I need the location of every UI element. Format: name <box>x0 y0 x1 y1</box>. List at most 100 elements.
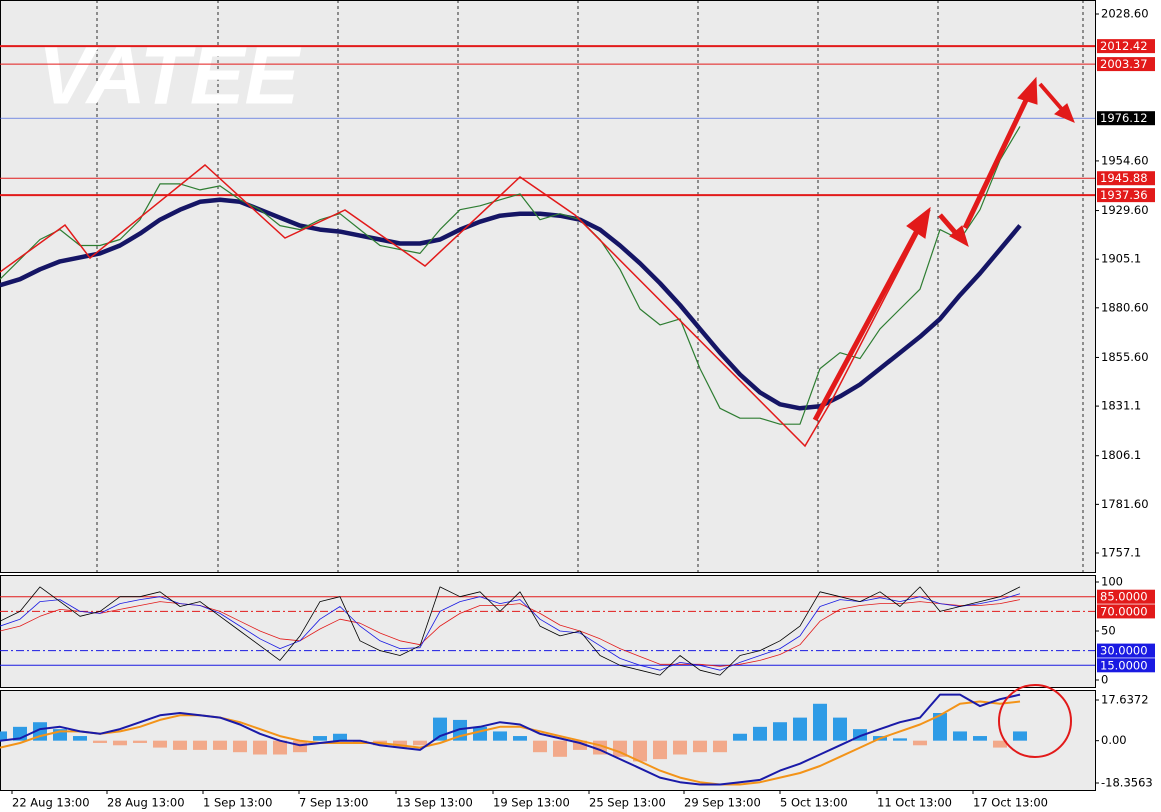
y-tick-label: 100 <box>1101 575 1123 589</box>
histogram-bar <box>673 740 687 755</box>
series-line <box>0 197 1022 411</box>
arrow-head <box>906 206 931 239</box>
plot: 2028.60 1954.60 1929.60 1905.1 1880.60 1855.6… <box>0 7 1155 810</box>
level-label-box <box>1097 658 1155 673</box>
y-tick-label: 1781.60 <box>1101 497 1149 511</box>
histogram-bar <box>553 740 567 757</box>
watermark: VATEE <box>38 31 302 122</box>
histogram-bar <box>973 736 987 741</box>
y-tick-label: 1855.60 <box>1101 350 1149 364</box>
level-label: 1937.36 <box>1100 188 1148 202</box>
histogram-bar <box>253 740 267 755</box>
y-tick-label: 17.6372 <box>1101 693 1149 707</box>
histogram-bar <box>813 703 827 741</box>
level-label: 1945.88 <box>1100 171 1148 185</box>
histogram-bar <box>753 726 767 741</box>
zigzag <box>0 164 931 448</box>
x-tick-label: 1 Sep 13:00 <box>203 796 272 810</box>
y-tick-label: 0 <box>1101 673 1108 687</box>
arrow <box>962 94 1031 230</box>
x-tick-label: 28 Aug 13:00 <box>107 796 185 810</box>
x-tick-label: 19 Sep 13:00 <box>493 796 570 810</box>
level-label-box <box>1097 57 1155 72</box>
x-tick-label: 11 Oct 13:00 <box>877 796 952 810</box>
histogram-bar <box>213 740 227 750</box>
histogram-bar <box>113 740 127 746</box>
histogram-bar <box>313 736 327 741</box>
x-tick-label: 7 Sep 13:00 <box>299 796 368 810</box>
arrow <box>812 223 923 422</box>
histogram-bar <box>913 740 927 746</box>
histogram-bar <box>293 740 307 753</box>
series-line <box>0 586 1021 676</box>
histogram-bar <box>193 740 207 750</box>
histogram-bar <box>833 717 847 741</box>
histogram-bar <box>773 722 787 741</box>
level-label: 85.0000 <box>1100 590 1148 604</box>
level-label: 30.0000 <box>1100 644 1148 658</box>
histogram-bar <box>413 740 427 746</box>
histogram-bar <box>693 740 707 753</box>
histogram-bar <box>533 740 547 753</box>
series-line <box>0 700 1021 786</box>
histogram-bar <box>473 726 487 741</box>
histogram-bar <box>733 733 747 741</box>
histogram-bar <box>393 740 407 748</box>
y-tick-label: 1905.1 <box>1101 252 1141 266</box>
histogram-bar <box>153 740 167 748</box>
histogram-bar <box>793 717 807 741</box>
histogram-bar <box>1013 731 1027 741</box>
histogram-bar <box>53 729 67 741</box>
backgrounds <box>0 0 1096 791</box>
annotations <box>0 76 1075 758</box>
y-tick-label: -18.3563 <box>1101 776 1153 790</box>
arrow-head <box>949 225 969 248</box>
level-label-box <box>1097 171 1155 186</box>
histogram-bar <box>93 740 107 743</box>
x-tick-label: 13 Sep 13:00 <box>396 796 473 810</box>
x-tick-label: 5 Oct 13:00 <box>780 796 848 810</box>
level-label-box <box>1097 604 1155 619</box>
histogram-bar <box>573 740 587 750</box>
level-label-box <box>1097 188 1155 203</box>
highlight-circle <box>998 684 1072 758</box>
histogram-bar <box>953 731 967 741</box>
arrow-head <box>1054 103 1075 123</box>
x-tick-label: 17 Oct 13:00 <box>973 796 1048 810</box>
level-label: 2003.37 <box>1100 57 1148 71</box>
histogram-bar <box>233 740 247 753</box>
histogram-bar <box>173 740 187 750</box>
level-label: 2012.42 <box>1100 39 1148 53</box>
histogram-bar <box>653 740 667 760</box>
histogram-bar <box>713 740 727 753</box>
x-tick-label: 29 Sep 13:00 <box>684 796 761 810</box>
arrow-head <box>1017 76 1038 105</box>
y-tick-label: 0.00 <box>1101 733 1127 747</box>
histogram-bar <box>633 740 647 762</box>
histogram-bar <box>933 712 947 741</box>
y-tick-label: 50 <box>1101 624 1116 638</box>
y-tick-label: 1831.1 <box>1101 399 1141 413</box>
histogram-bar <box>853 729 867 741</box>
panel-bg <box>0 575 1095 687</box>
panel-bg <box>0 690 1095 790</box>
level-label-box <box>1097 643 1155 658</box>
panel-bg <box>0 0 1095 572</box>
series-line <box>0 599 1021 667</box>
histogram-bar <box>133 740 147 743</box>
histogram-bar <box>493 731 507 741</box>
level-label-box <box>1097 589 1155 604</box>
y-tick-label: 1806.1 <box>1101 448 1141 462</box>
x-tick-label: 22 Aug 13:00 <box>12 796 90 810</box>
histogram-bar <box>993 740 1007 748</box>
histogram-bar <box>0 731 7 741</box>
histogram-bar <box>273 740 287 755</box>
histogram-bar <box>513 736 527 741</box>
y-tick-label: 1880.60 <box>1101 300 1149 314</box>
level-label: 15.0000 <box>1100 658 1148 672</box>
histogram-bar <box>893 738 907 741</box>
level-label: 1976.12 <box>1100 111 1148 125</box>
y-tick-label: 1954.60 <box>1101 153 1149 167</box>
series-line <box>0 693 1021 786</box>
